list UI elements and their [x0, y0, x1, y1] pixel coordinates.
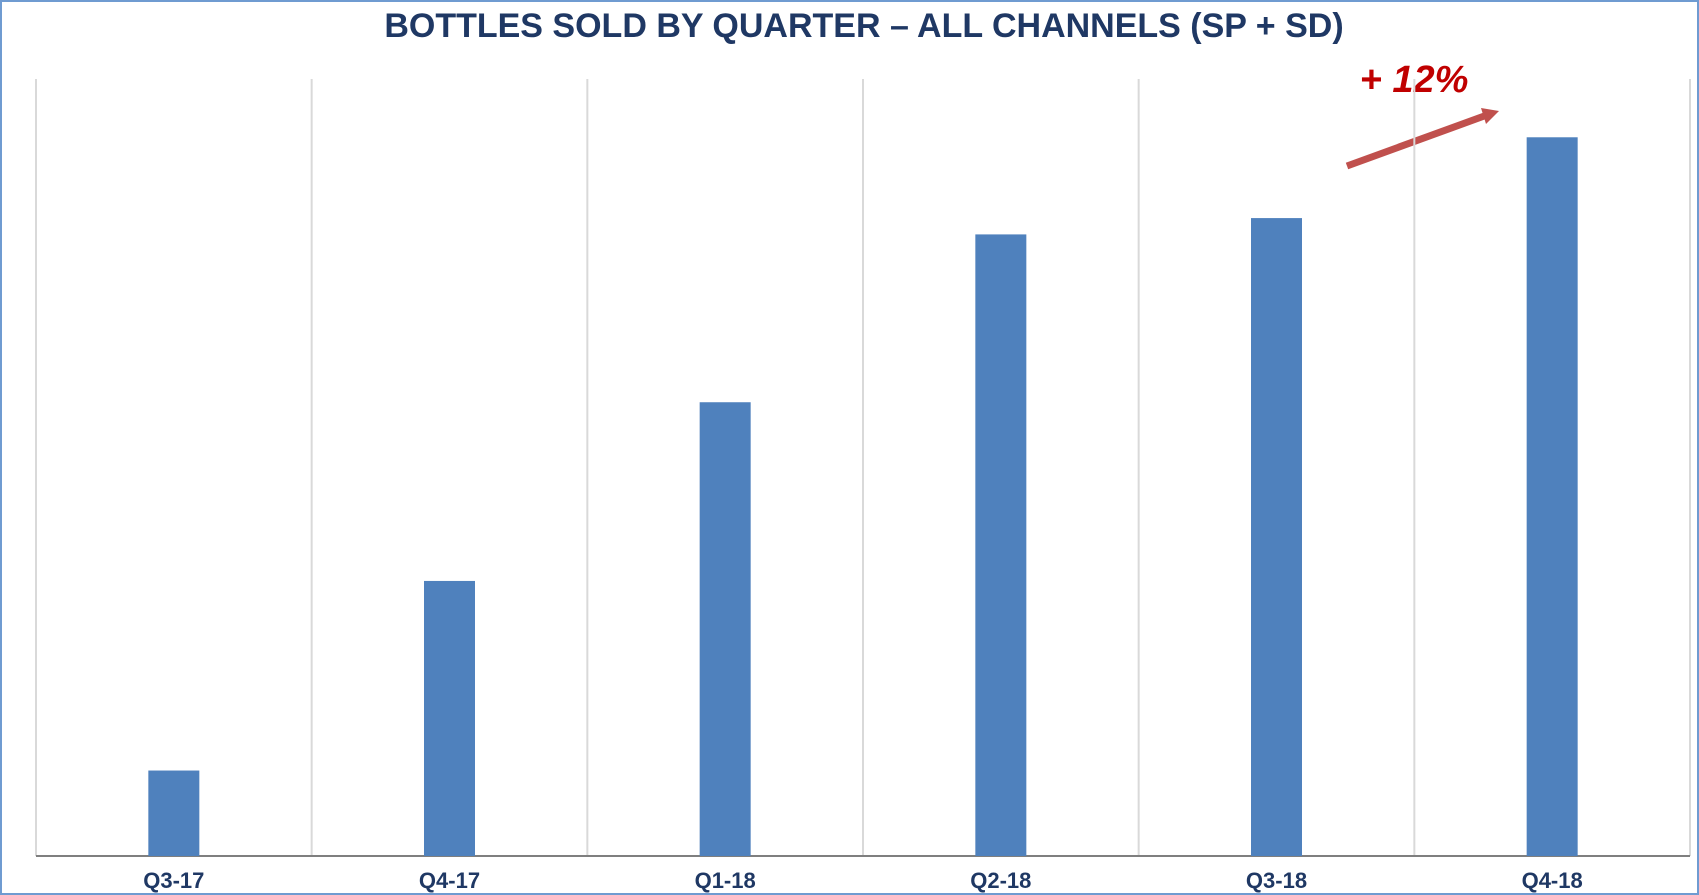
arrow-head — [1481, 108, 1499, 124]
arrow-shaft — [1345, 111, 1489, 170]
x-tick-label: Q1-18 — [695, 868, 756, 893]
bar — [975, 234, 1027, 856]
bar — [1251, 218, 1302, 856]
bar — [1526, 137, 1578, 856]
x-tick-label: Q4-17 — [419, 868, 480, 893]
bar — [148, 770, 200, 856]
x-tick-label: Q3-17 — [143, 868, 204, 893]
bar — [699, 402, 751, 856]
x-tick-label: Q2-18 — [970, 868, 1031, 893]
chart-title: BOTTLES SOLD BY QUARTER – ALL CHANNELS (… — [384, 7, 1343, 45]
x-tick-label: Q3-18 — [1246, 868, 1307, 893]
bar — [424, 580, 475, 856]
annotation-arrow — [1345, 108, 1499, 170]
x-tick-label: Q4-18 — [1522, 868, 1583, 893]
